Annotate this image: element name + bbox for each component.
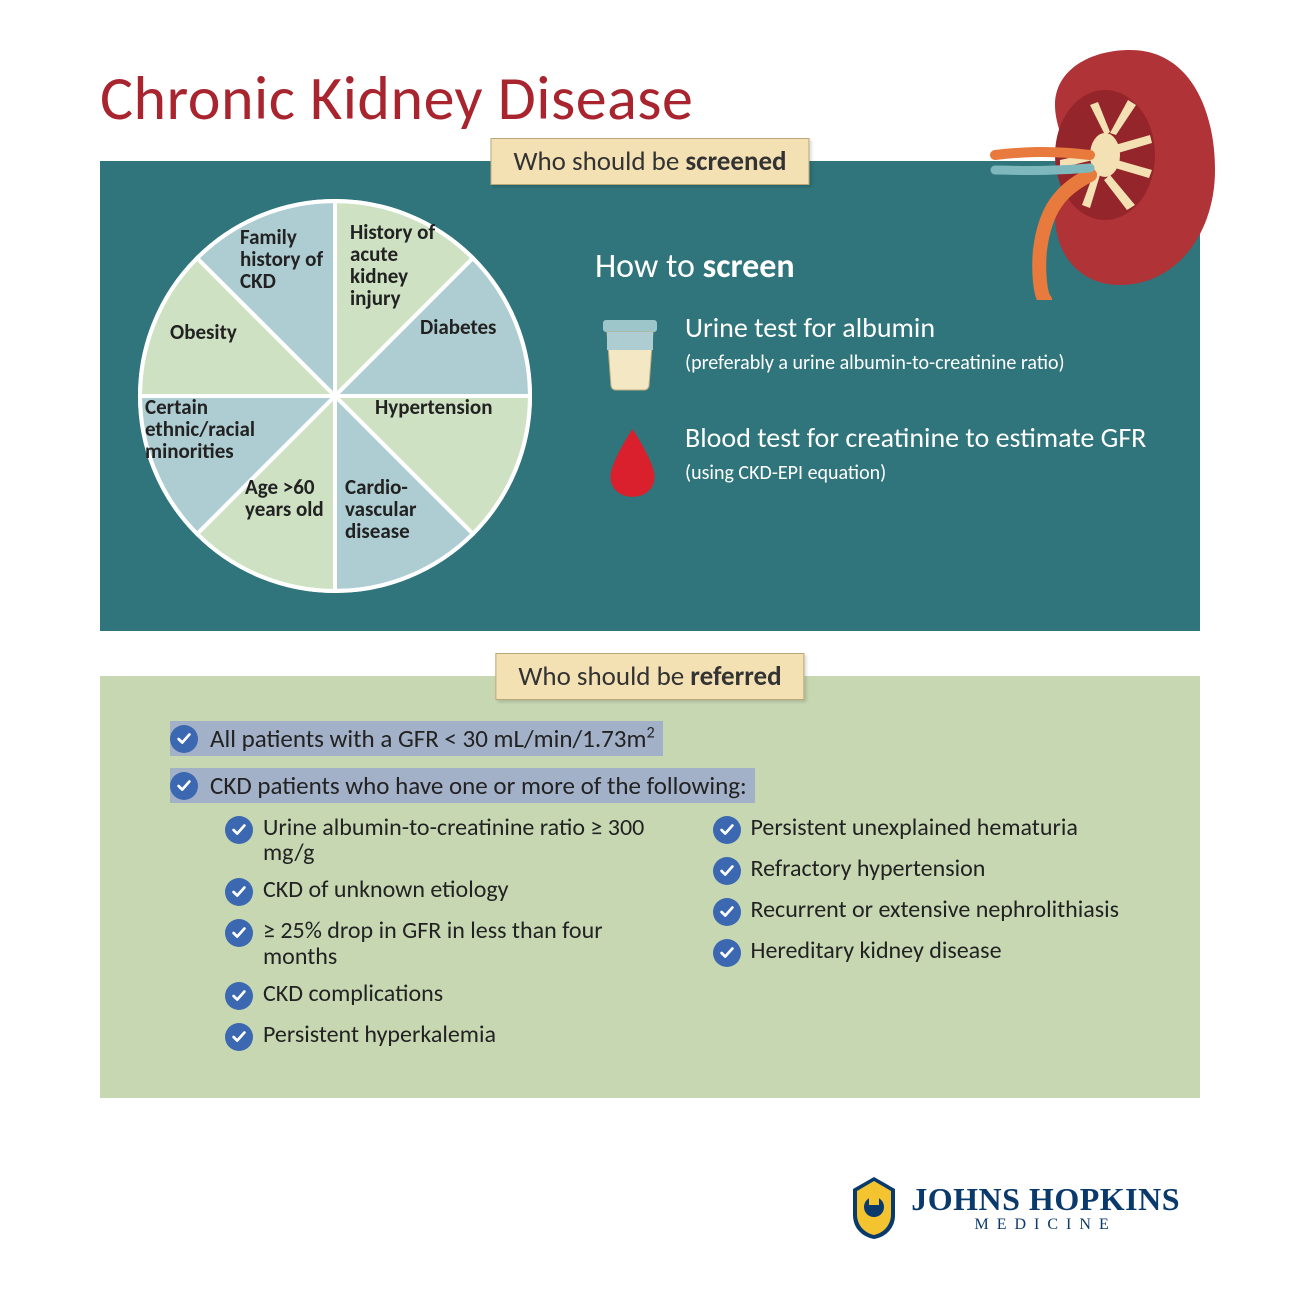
how-title-prefix: How to	[595, 246, 703, 287]
referred-sublist: Urine albumin-to-creatinine ratio ≥ 300 …	[170, 815, 1150, 1063]
check-icon	[225, 919, 253, 947]
banner-text: Who should be	[518, 660, 690, 693]
check-icon	[713, 857, 741, 885]
slice-label: History of acute kidney injury	[350, 221, 450, 309]
check-icon	[225, 816, 253, 844]
referred-sub-text: Hereditary kidney disease	[751, 938, 1002, 963]
test-text: Blood test for creatinine to estimate GF…	[685, 422, 1165, 486]
slice-label: Age >60 years old	[245, 476, 325, 520]
logo-line1: JOHNS HOPKINS	[911, 1181, 1180, 1218]
referred-sub-item: Persistent unexplained hematuria	[713, 815, 1151, 844]
referred-sub-item: Recurrent or extensive nephrolithiasis	[713, 897, 1151, 926]
logo-shield-icon	[849, 1175, 899, 1240]
slice-label: Certain ethnic/racial minorities	[145, 396, 275, 462]
test-text: Urine test for albumin (preferably a uri…	[685, 312, 1065, 376]
logo-line2: MEDICINE	[911, 1216, 1180, 1234]
referred-sub-item: Persistent hyperkalemia	[225, 1022, 663, 1051]
referred-sub-text: Persistent hyperkalemia	[263, 1022, 496, 1047]
referred-sub-item: Urine albumin-to-creatinine ratio ≥ 300 …	[225, 815, 663, 865]
referred-panel: Who should be referred All patients with…	[100, 676, 1200, 1098]
check-icon	[170, 772, 198, 800]
referred-sub-text: Persistent unexplained hematuria	[751, 815, 1078, 840]
referred-sub-text: ≥ 25% drop in GFR in less than four mont…	[263, 918, 663, 968]
referred-banner: Who should be referred	[495, 653, 804, 700]
referred-main-item: All patients with a GFR < 30 mL/min/1.73…	[170, 721, 663, 756]
test-blood: Blood test for creatinine to estimate GF…	[595, 422, 1165, 502]
test-urine: Urine test for albumin (preferably a uri…	[595, 312, 1165, 392]
referred-sub-text: Recurrent or extensive nephrolithiasis	[751, 897, 1120, 922]
check-icon	[225, 1023, 253, 1051]
slice-label: Hypertension	[375, 396, 495, 418]
referred-sub-item: Hereditary kidney disease	[713, 938, 1151, 967]
test-sub: (preferably a urine albumin-to-creatinin…	[685, 351, 1065, 375]
slice-label: Cardio-vascular disease	[345, 476, 455, 542]
johns-hopkins-logo: JOHNS HOPKINS MEDICINE	[849, 1175, 1180, 1240]
check-icon	[713, 898, 741, 926]
check-icon	[170, 725, 198, 753]
referred-main-item: CKD patients who have one or more of the…	[170, 768, 755, 803]
check-icon	[225, 982, 253, 1010]
slice-label: Family history of CKD	[240, 226, 335, 292]
test-main: Urine test for albumin	[685, 310, 935, 345]
banner-text: Who should be	[513, 145, 685, 178]
test-sub: (using CKD-EPI equation)	[685, 461, 886, 485]
logo-text: JOHNS HOPKINS MEDICINE	[911, 1181, 1180, 1234]
kidney-icon	[990, 40, 1220, 300]
banner-bold: screened	[685, 145, 786, 178]
referred-sub-item: CKD complications	[225, 981, 663, 1010]
pie-chart: History of acute kidney injury Diabetes …	[135, 201, 555, 601]
referred-sub-text: Refractory hypertension	[751, 856, 986, 881]
urine-cup-icon	[595, 312, 665, 392]
referred-sub-text: CKD complications	[263, 981, 443, 1006]
referred-sub-item: CKD of unknown etiology	[225, 877, 663, 906]
referred-col1: Urine albumin-to-creatinine ratio ≥ 300 …	[225, 815, 663, 1063]
check-icon	[713, 939, 741, 967]
referred-main-text: CKD patients who have one or more of the…	[210, 770, 747, 801]
slice-label: Obesity	[170, 321, 290, 343]
test-main: Blood test for creatinine to estimate GF…	[685, 420, 1146, 455]
check-icon	[225, 878, 253, 906]
referred-col2: Persistent unexplained hematuria Refracto…	[713, 815, 1151, 1063]
screening-banner: Who should be screened	[490, 138, 809, 185]
banner-bold: referred	[690, 660, 781, 693]
slice-label: Diabetes	[420, 316, 540, 338]
referred-sub-item: ≥ 25% drop in GFR in less than four mont…	[225, 918, 663, 968]
referred-main-text: All patients with a GFR < 30 mL/min/1.73…	[210, 723, 655, 754]
check-icon	[713, 816, 741, 844]
how-title-bold: screen	[703, 246, 795, 287]
blood-drop-icon	[595, 422, 665, 502]
referred-sub-text: Urine albumin-to-creatinine ratio ≥ 300 …	[263, 815, 663, 865]
referred-sub-item: Refractory hypertension	[713, 856, 1151, 885]
referred-sub-text: CKD of unknown etiology	[263, 877, 509, 902]
